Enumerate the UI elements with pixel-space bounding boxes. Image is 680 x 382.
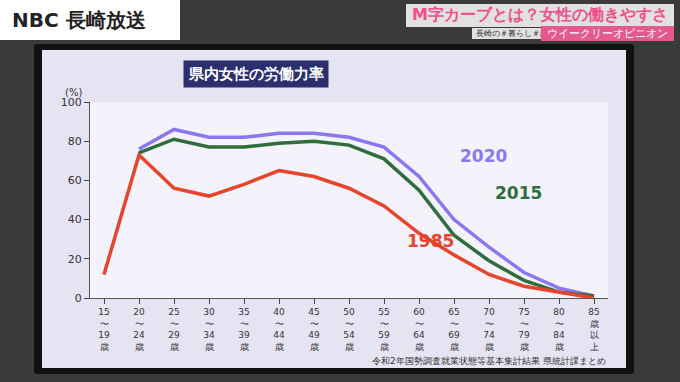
svg-text:65〜69歳: 65〜69歳 bbox=[448, 307, 460, 352]
svg-text:100: 100 bbox=[61, 96, 82, 109]
svg-text:40〜44歳: 40〜44歳 bbox=[273, 307, 285, 352]
svg-text:県内女性の労働力率: 県内女性の労働力率 bbox=[188, 65, 324, 83]
svg-text:45〜49歳: 45〜49歳 bbox=[308, 307, 320, 352]
svg-text:30〜34歳: 30〜34歳 bbox=[203, 307, 215, 352]
svg-text:60: 60 bbox=[68, 174, 82, 187]
svg-text:75〜79歳: 75〜79歳 bbox=[518, 307, 530, 352]
html-text:ウイークリーオピニオン: ウイークリーオピニオン bbox=[547, 27, 668, 40]
svg-text:1985: 1985 bbox=[407, 231, 454, 251]
html-text:NBC 長崎放送: NBC 長崎放送 bbox=[12, 8, 146, 32]
html-text:長崎の＃暮らし＃経済: 長崎の＃暮らし＃経済 bbox=[476, 29, 556, 38]
svg-text:70〜74歳: 70〜74歳 bbox=[483, 307, 495, 352]
svg-text:40: 40 bbox=[68, 213, 82, 226]
svg-text:令和2年国勢調査就業状態等基本集計結果 県統計課まとめ: 令和2年国勢調査就業状態等基本集計結果 県統計課まとめ bbox=[372, 356, 606, 366]
svg-text:35〜39歳: 35〜39歳 bbox=[238, 307, 250, 352]
svg-text:50〜54歳: 50〜54歳 bbox=[343, 307, 355, 352]
svg-text:2020: 2020 bbox=[460, 146, 507, 166]
svg-text:55〜59歳: 55〜59歳 bbox=[378, 307, 390, 352]
svg-text:2015: 2015 bbox=[495, 183, 542, 203]
svg-text:15〜19歳: 15〜19歳 bbox=[98, 307, 110, 352]
svg-text:(%): (%) bbox=[65, 87, 82, 98]
html-text:M字カーブとは？女性の働きやすさ: M字カーブとは？女性の働きやすさ bbox=[412, 5, 668, 24]
svg-text:20: 20 bbox=[68, 253, 82, 266]
svg-text:80〜84歳: 80〜84歳 bbox=[553, 307, 565, 352]
svg-text:0: 0 bbox=[75, 292, 82, 305]
svg-text:60〜64歳: 60〜64歳 bbox=[413, 307, 425, 352]
svg-text:20〜24歳: 20〜24歳 bbox=[133, 307, 145, 352]
svg-text:25〜29歳: 25〜29歳 bbox=[168, 307, 180, 352]
svg-text:80: 80 bbox=[68, 135, 82, 148]
svg-text:85歳以上: 85歳以上 bbox=[588, 307, 599, 352]
